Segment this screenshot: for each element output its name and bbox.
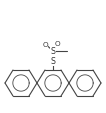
Text: O: O <box>42 42 48 48</box>
Text: S: S <box>50 57 56 66</box>
Text: S: S <box>50 47 56 56</box>
Text: O: O <box>54 41 60 47</box>
